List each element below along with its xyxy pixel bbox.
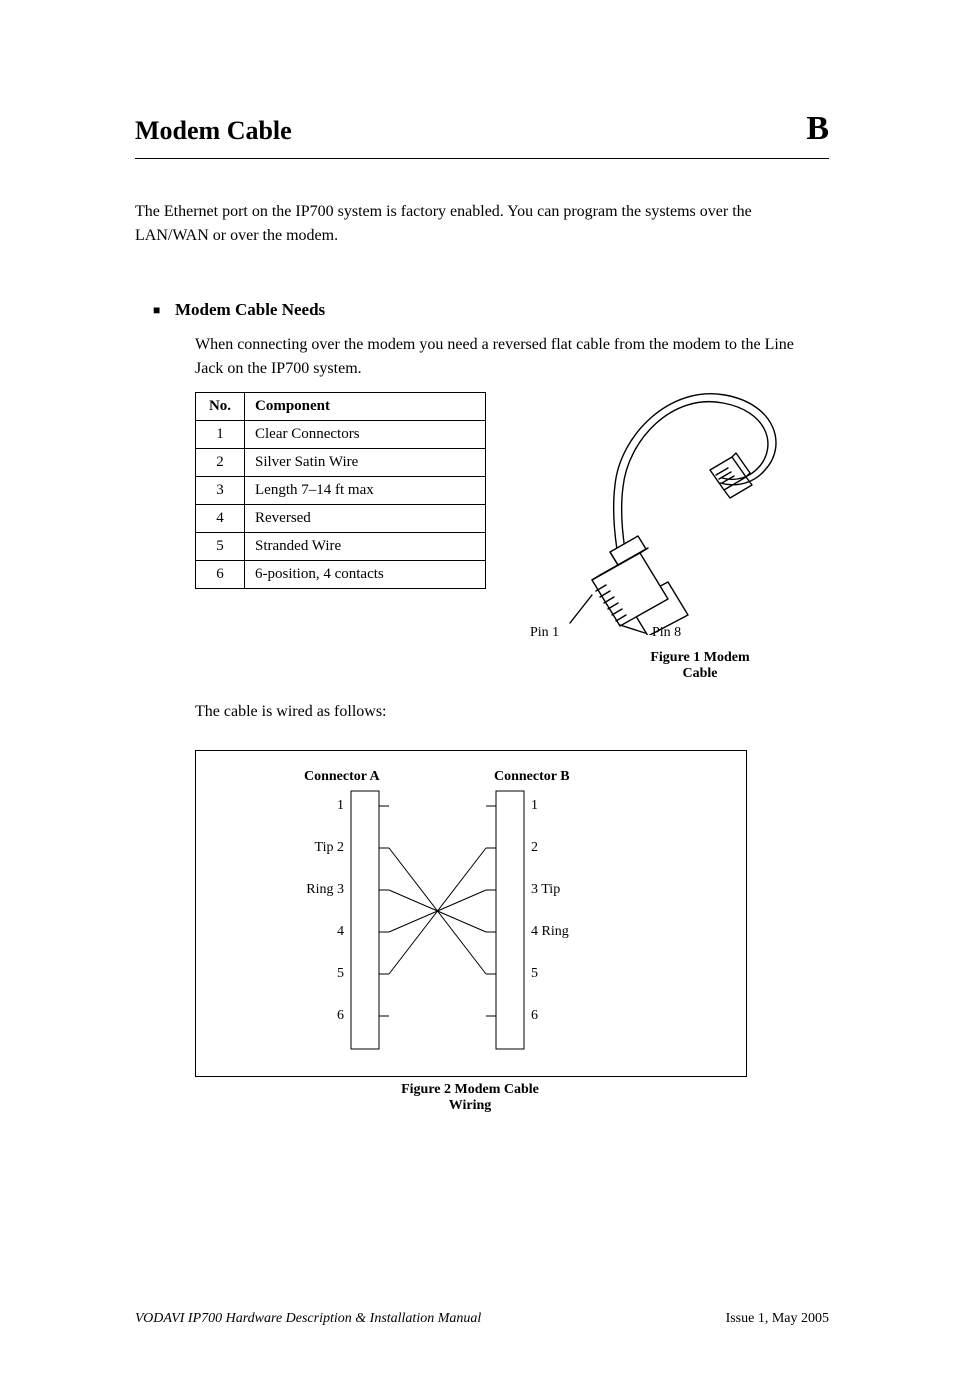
pin-a-label: Tip 2	[296, 840, 344, 856]
wiring-intro: The cable is wired as follows:	[195, 700, 825, 724]
pin-a-label: 1	[296, 798, 344, 814]
table-row: 2Silver Satin Wire	[196, 449, 486, 477]
table-header-num: No.	[196, 393, 245, 421]
cell: 1	[196, 421, 245, 449]
cell: Length 7–14 ft max	[245, 477, 486, 505]
subheading: Modem Cable Needs	[175, 300, 325, 320]
figure2-caption: Figure 2 Modem Cable Wiring	[380, 1082, 560, 1114]
pin-b-label: 5	[531, 966, 538, 982]
table-row: 1Clear Connectors	[196, 421, 486, 449]
table-header-component: Component	[245, 393, 486, 421]
cell: 2	[196, 449, 245, 477]
table-row: 4Reversed	[196, 505, 486, 533]
cell: 5	[196, 533, 245, 561]
pin-b-label: 1	[531, 798, 538, 814]
table-row: 66-position, 4 contacts	[196, 561, 486, 589]
wiring-diagram-box: Connector A Connector B 1 Tip 2 Ring 3 4…	[195, 750, 747, 1077]
pin-a-label: Ring 3	[296, 882, 344, 898]
pin-a-label: 4	[296, 924, 344, 940]
table-row: 3Length 7–14 ft max	[196, 477, 486, 505]
header-rule	[135, 158, 829, 159]
connector-a-label: Connector A	[304, 769, 380, 785]
figure1-caption: Figure 1 Modem Cable	[640, 650, 760, 682]
pin-b-label: 3 Tip	[531, 882, 560, 898]
footer-right: Issue 1, May 2005	[726, 1311, 829, 1327]
cable-figure	[560, 375, 800, 635]
cable-icon	[560, 375, 800, 635]
cell: 6	[196, 561, 245, 589]
table-row: 5Stranded Wire	[196, 533, 486, 561]
pin1-label: Pin 1	[530, 625, 559, 641]
wiring-diagram	[196, 751, 746, 1076]
pin-b-label: 2	[531, 840, 538, 856]
cell: Reversed	[245, 505, 486, 533]
pin-b-label: 4 Ring	[531, 924, 569, 940]
appendix-label: B	[806, 110, 829, 148]
needs-paragraph: When connecting over the modem you need …	[195, 333, 825, 381]
pin-a-label: 6	[296, 1008, 344, 1024]
pin8-label: Pin 8	[652, 625, 681, 641]
cell: 4	[196, 505, 245, 533]
cell: Stranded Wire	[245, 533, 486, 561]
connector-b-label: Connector B	[494, 769, 570, 785]
intro-paragraph: The Ethernet port on the IP700 system is…	[135, 200, 829, 248]
square-bullet-icon: ■	[153, 303, 160, 318]
section-title: Modem Cable	[135, 116, 292, 146]
cell: 3	[196, 477, 245, 505]
cell: 6-position, 4 contacts	[245, 561, 486, 589]
pin-b-label: 6	[531, 1008, 538, 1024]
cell: Clear Connectors	[245, 421, 486, 449]
pin-a-label: 5	[296, 966, 344, 982]
footer-left: VODAVI IP700 Hardware Description & Inst…	[135, 1311, 481, 1327]
spec-table: No. Component 1Clear Connectors 2Silver …	[195, 392, 486, 589]
cell: Silver Satin Wire	[245, 449, 486, 477]
